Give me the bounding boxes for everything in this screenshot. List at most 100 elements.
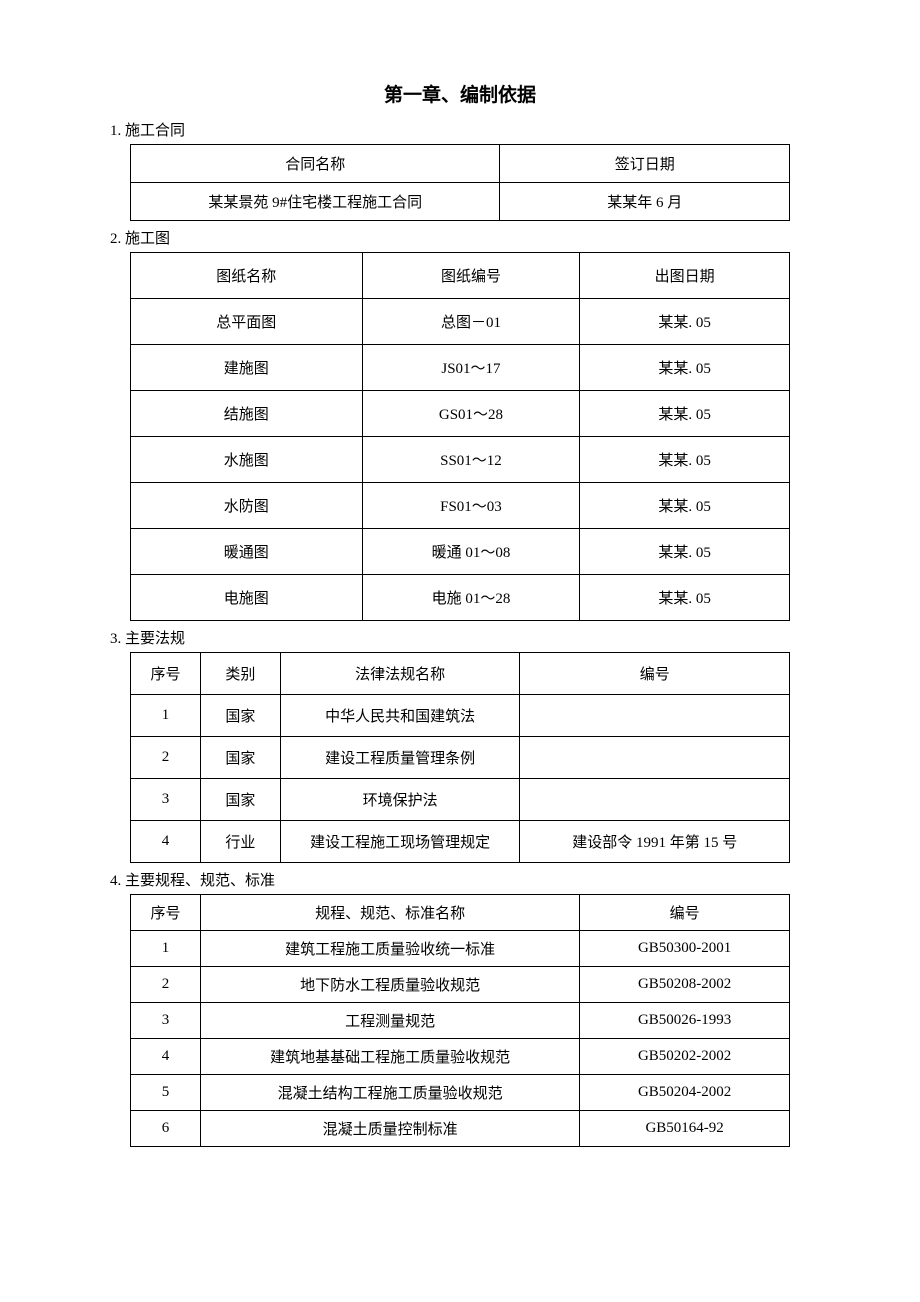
cell: 国家 bbox=[200, 779, 280, 821]
cell: 3 bbox=[131, 779, 201, 821]
cell: 国家 bbox=[200, 737, 280, 779]
cell: 建设工程质量管理条例 bbox=[280, 737, 520, 779]
col-header-seq: 序号 bbox=[131, 653, 201, 695]
cell: 某某景苑 9#住宅楼工程施工合同 bbox=[131, 183, 500, 221]
cell: 5 bbox=[131, 1075, 201, 1111]
section4-label: 4. 主要规程、规范、标准 bbox=[110, 869, 810, 890]
table-row: 总平面图总图－01某某. 05 bbox=[131, 299, 790, 345]
cell: 1 bbox=[131, 931, 201, 967]
table-row: 某某景苑 9#住宅楼工程施工合同 某某年 6 月 bbox=[131, 183, 790, 221]
cell: 国家 bbox=[200, 695, 280, 737]
table-row: 水防图FS01～03某某. 05 bbox=[131, 483, 790, 529]
cell: 建设工程施工现场管理规定 bbox=[280, 821, 520, 863]
cell: 环境保护法 bbox=[280, 779, 520, 821]
cell: 4 bbox=[131, 821, 201, 863]
cell: 某某. 05 bbox=[580, 391, 790, 437]
page-title: 第一章、编制依据 bbox=[110, 80, 810, 107]
col-header-code: 编号 bbox=[520, 653, 790, 695]
col-header-contract-name: 合同名称 bbox=[131, 145, 500, 183]
cell: 某某. 05 bbox=[580, 437, 790, 483]
table-row: 合同名称 签订日期 bbox=[131, 145, 790, 183]
table-row: 4行业建设工程施工现场管理规定建设部令 1991 年第 15 号 bbox=[131, 821, 790, 863]
section3-label: 3. 主要法规 bbox=[110, 627, 810, 648]
col-header-drawing-code: 图纸编号 bbox=[362, 253, 580, 299]
cell: SS01～12 bbox=[362, 437, 580, 483]
cell: 电施图 bbox=[131, 575, 363, 621]
col-header-code: 编号 bbox=[580, 895, 790, 931]
cell: 结施图 bbox=[131, 391, 363, 437]
cell: 3 bbox=[131, 1003, 201, 1039]
cell: 总图－01 bbox=[362, 299, 580, 345]
cell: 地下防水工程质量验收规范 bbox=[200, 967, 579, 1003]
standards-table: 序号 规程、规范、标准名称 编号 1建筑工程施工质量验收统一标准GB50300-… bbox=[130, 894, 790, 1147]
cell: GB50202-2002 bbox=[580, 1039, 790, 1075]
table-row: 暖通图暖通 01～08某某. 05 bbox=[131, 529, 790, 575]
table-row: 图纸名称 图纸编号 出图日期 bbox=[131, 253, 790, 299]
cell: 建设部令 1991 年第 15 号 bbox=[520, 821, 790, 863]
table-row: 序号 类别 法律法规名称 编号 bbox=[131, 653, 790, 695]
section1-label: 1. 施工合同 bbox=[110, 119, 810, 140]
cell: 水防图 bbox=[131, 483, 363, 529]
regulations-table: 序号 类别 法律法规名称 编号 1国家中华人民共和国建筑法 2国家建设工程质量管… bbox=[130, 652, 790, 863]
table-row: 2国家建设工程质量管理条例 bbox=[131, 737, 790, 779]
cell: 2 bbox=[131, 737, 201, 779]
drawings-table: 图纸名称 图纸编号 出图日期 总平面图总图－01某某. 05 建施图JS01～1… bbox=[130, 252, 790, 621]
cell: 某某年 6 月 bbox=[500, 183, 790, 221]
col-header-standard-name: 规程、规范、标准名称 bbox=[200, 895, 579, 931]
col-header-sign-date: 签订日期 bbox=[500, 145, 790, 183]
cell: 某某. 05 bbox=[580, 529, 790, 575]
cell: 某某. 05 bbox=[580, 299, 790, 345]
cell: 水施图 bbox=[131, 437, 363, 483]
cell: 某某. 05 bbox=[580, 483, 790, 529]
col-header-category: 类别 bbox=[200, 653, 280, 695]
col-header-seq: 序号 bbox=[131, 895, 201, 931]
cell: GB50208-2002 bbox=[580, 967, 790, 1003]
table-row: 2地下防水工程质量验收规范GB50208-2002 bbox=[131, 967, 790, 1003]
cell bbox=[520, 695, 790, 737]
cell: GB50204-2002 bbox=[580, 1075, 790, 1111]
cell bbox=[520, 737, 790, 779]
table-row: 3国家环境保护法 bbox=[131, 779, 790, 821]
cell: FS01～03 bbox=[362, 483, 580, 529]
cell: 行业 bbox=[200, 821, 280, 863]
table-row: 1建筑工程施工质量验收统一标准GB50300-2001 bbox=[131, 931, 790, 967]
table-row: 结施图GS01～28某某. 05 bbox=[131, 391, 790, 437]
table-row: 6混凝土质量控制标准GB50164-92 bbox=[131, 1111, 790, 1147]
cell: 建筑地基基础工程施工质量验收规范 bbox=[200, 1039, 579, 1075]
cell: 1 bbox=[131, 695, 201, 737]
cell: JS01～17 bbox=[362, 345, 580, 391]
cell: 建施图 bbox=[131, 345, 363, 391]
table-row: 5混凝土结构工程施工质量验收规范GB50204-2002 bbox=[131, 1075, 790, 1111]
table-row: 4建筑地基基础工程施工质量验收规范GB50202-2002 bbox=[131, 1039, 790, 1075]
cell: 混凝土结构工程施工质量验收规范 bbox=[200, 1075, 579, 1111]
cell: 混凝土质量控制标准 bbox=[200, 1111, 579, 1147]
table-row: 1国家中华人民共和国建筑法 bbox=[131, 695, 790, 737]
table-row: 序号 规程、规范、标准名称 编号 bbox=[131, 895, 790, 931]
contract-table: 合同名称 签订日期 某某景苑 9#住宅楼工程施工合同 某某年 6 月 bbox=[130, 144, 790, 221]
cell: 建筑工程施工质量验收统一标准 bbox=[200, 931, 579, 967]
cell: GB50300-2001 bbox=[580, 931, 790, 967]
col-header-drawing-name: 图纸名称 bbox=[131, 253, 363, 299]
col-header-law-name: 法律法规名称 bbox=[280, 653, 520, 695]
cell: GB50026-1993 bbox=[580, 1003, 790, 1039]
cell: 暖通图 bbox=[131, 529, 363, 575]
cell: 6 bbox=[131, 1111, 201, 1147]
cell: 某某. 05 bbox=[580, 575, 790, 621]
table-row: 建施图JS01～17某某. 05 bbox=[131, 345, 790, 391]
cell: 某某. 05 bbox=[580, 345, 790, 391]
cell: GS01～28 bbox=[362, 391, 580, 437]
cell: 工程测量规范 bbox=[200, 1003, 579, 1039]
cell: 4 bbox=[131, 1039, 201, 1075]
table-row: 3工程测量规范GB50026-1993 bbox=[131, 1003, 790, 1039]
table-row: 电施图电施 01～28某某. 05 bbox=[131, 575, 790, 621]
cell: 2 bbox=[131, 967, 201, 1003]
table-row: 水施图SS01～12某某. 05 bbox=[131, 437, 790, 483]
cell: 暖通 01～08 bbox=[362, 529, 580, 575]
cell: 中华人民共和国建筑法 bbox=[280, 695, 520, 737]
col-header-drawing-date: 出图日期 bbox=[580, 253, 790, 299]
cell: GB50164-92 bbox=[580, 1111, 790, 1147]
cell bbox=[520, 779, 790, 821]
section2-label: 2. 施工图 bbox=[110, 227, 810, 248]
cell: 总平面图 bbox=[131, 299, 363, 345]
cell: 电施 01～28 bbox=[362, 575, 580, 621]
